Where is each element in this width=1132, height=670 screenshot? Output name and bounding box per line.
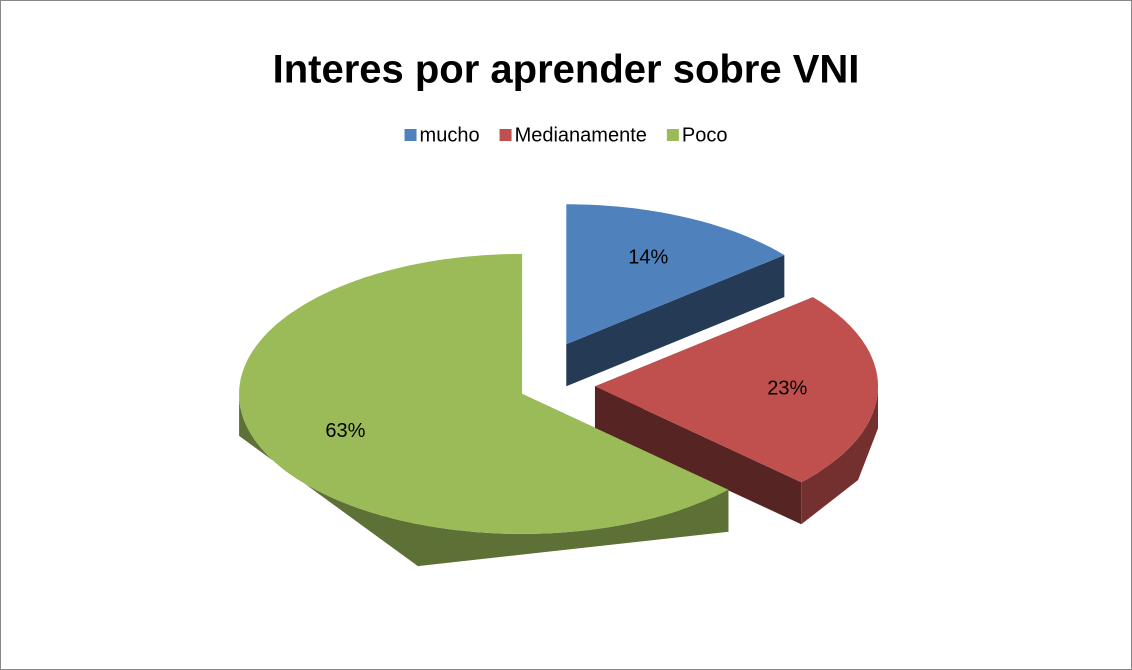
legend-swatch <box>404 129 417 141</box>
slice-side <box>566 255 785 387</box>
legend-label: mucho <box>420 124 480 146</box>
slice-wall <box>801 386 878 525</box>
chart-title: Interes por aprender sobre VNI <box>273 48 860 92</box>
legend-swatch <box>666 129 679 141</box>
legend-swatch <box>499 129 512 141</box>
legend-label: Poco <box>682 124 728 146</box>
slice-group: 63% <box>239 253 729 567</box>
slice-group: 23% <box>594 297 878 525</box>
legend: mucho Medianamente Poco <box>404 124 728 146</box>
slice <box>594 297 878 483</box>
legend-label: Medianamente <box>515 124 647 146</box>
slice-group: 14% <box>566 204 785 387</box>
slice-wall <box>239 393 729 567</box>
slice <box>566 204 785 345</box>
data-label: 63% <box>325 420 365 442</box>
slice <box>239 253 729 534</box>
data-label: 23% <box>767 378 807 400</box>
data-label: 14% <box>628 246 668 268</box>
slice-side <box>594 386 802 525</box>
